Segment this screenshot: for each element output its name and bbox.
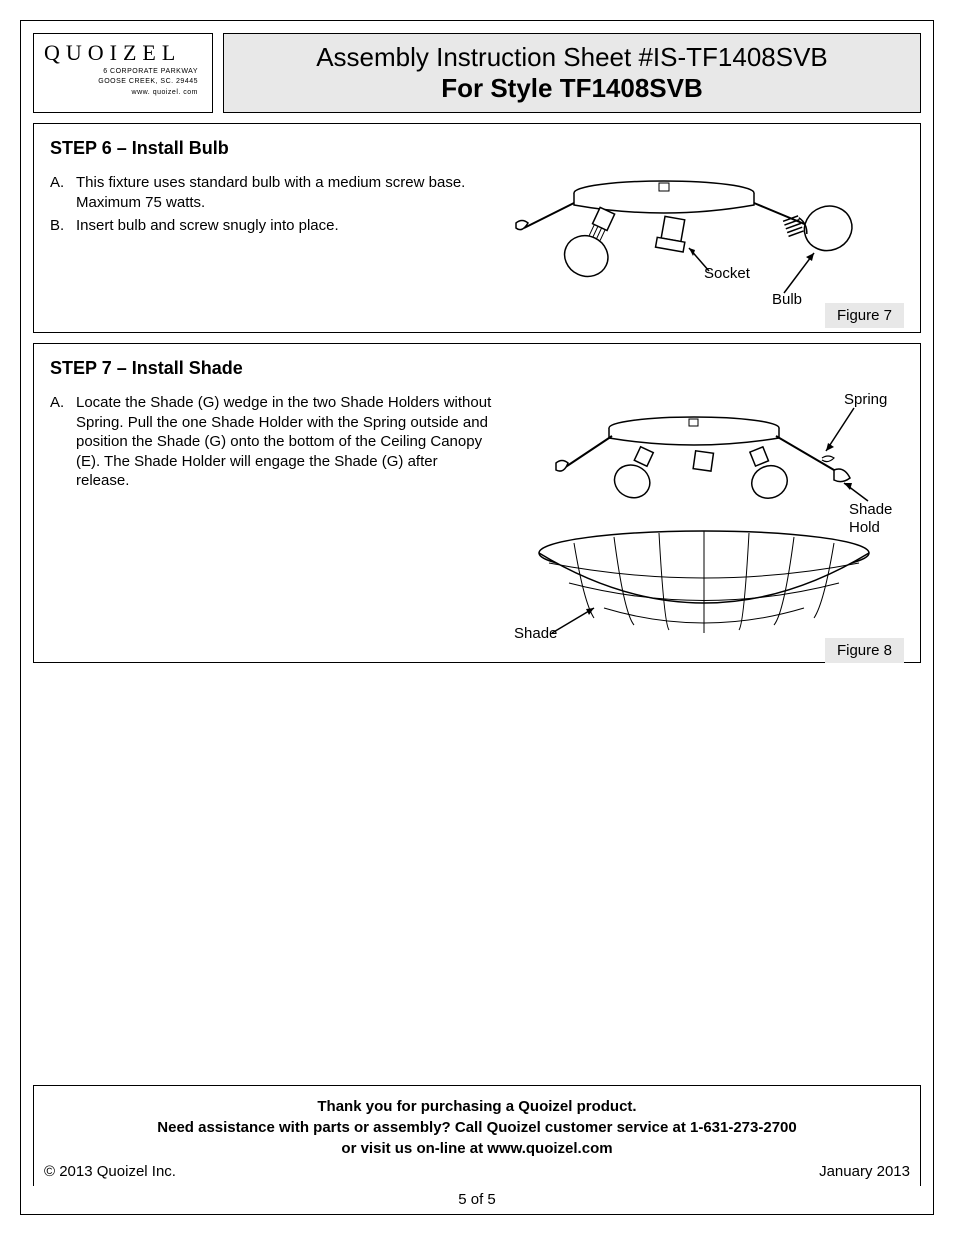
- title-line2: For Style TF1408SVB: [234, 73, 910, 104]
- step7-figure: Spring Shade Hold Shade Figure 8: [504, 393, 904, 663]
- figure7-label: Figure 7: [825, 303, 904, 328]
- logo-web: www. quoizel. com: [44, 89, 202, 97]
- step7-item-a: A. Locate the Shade (G) wedge in the two…: [50, 393, 494, 491]
- logo-box: QUOIZEL 6 CORPORATE PARKWAY GOOSE CREEK,…: [33, 33, 213, 113]
- footer-box: Thank you for purchasing a Quoizel produ…: [33, 1085, 921, 1186]
- footer-thanks3: or visit us on-line at www.quoizel.com: [44, 1138, 910, 1159]
- page-number: 5 of 5: [21, 1191, 933, 1208]
- footer-date: January 2013: [819, 1163, 910, 1180]
- logo-addr1: 6 CORPORATE PARKWAY: [44, 68, 202, 76]
- step6-text-b: Insert bulb and screw snugly into place.: [76, 216, 339, 236]
- callout-bulb: Bulb: [772, 291, 802, 308]
- step6-item-a: A. This fixture uses standard bulb with …: [50, 173, 494, 212]
- step6-box: STEP 6 – Install Bulb A. This fixture us…: [33, 123, 921, 333]
- item-letter: A.: [50, 393, 76, 491]
- title-line1: Assembly Instruction Sheet #IS-TF1408SVB: [234, 42, 910, 73]
- callout-shade: Shade: [514, 625, 557, 642]
- header-row: QUOIZEL 6 CORPORATE PARKWAY GOOSE CREEK,…: [33, 33, 921, 113]
- logo-brand: QUOIZEL: [44, 40, 202, 66]
- title-box: Assembly Instruction Sheet #IS-TF1408SVB…: [223, 33, 921, 113]
- item-letter: A.: [50, 173, 76, 212]
- callout-spring: Spring: [844, 391, 887, 408]
- step7-box: STEP 7 – Install Shade A. Locate the Sha…: [33, 343, 921, 663]
- step6-content: A. This fixture uses standard bulb with …: [50, 173, 904, 328]
- figure8-label: Figure 8: [825, 638, 904, 663]
- step6-text: A. This fixture uses standard bulb with …: [50, 173, 494, 328]
- page-frame: QUOIZEL 6 CORPORATE PARKWAY GOOSE CREEK,…: [20, 20, 934, 1215]
- step6-item-b: B. Insert bulb and screw snugly into pla…: [50, 216, 494, 236]
- step6-title: STEP 6 – Install Bulb: [50, 138, 904, 159]
- footer-row: © 2013 Quoizel Inc. January 2013: [44, 1163, 910, 1180]
- step7-text: A. Locate the Shade (G) wedge in the two…: [50, 393, 494, 663]
- step7-text-a: Locate the Shade (G) wedge in the two Sh…: [76, 393, 494, 491]
- item-letter: B.: [50, 216, 76, 236]
- footer-copyright: © 2013 Quoizel Inc.: [44, 1163, 176, 1180]
- step6-figure: Socket Bulb Figure 7: [504, 173, 904, 328]
- step7-title: STEP 7 – Install Shade: [50, 358, 904, 379]
- step7-content: A. Locate the Shade (G) wedge in the two…: [50, 393, 904, 663]
- logo-addr2: GOOSE CREEK, SC. 29445: [44, 78, 202, 86]
- footer-thanks2: Need assistance with parts or assembly? …: [44, 1117, 910, 1138]
- step6-text-a: This fixture uses standard bulb with a m…: [76, 173, 494, 212]
- callout-socket: Socket: [704, 265, 750, 282]
- footer-thanks1: Thank you for purchasing a Quoizel produ…: [44, 1096, 910, 1117]
- figure8-svg: [504, 393, 904, 653]
- callout-shade-holder: Shade Hold: [849, 501, 892, 537]
